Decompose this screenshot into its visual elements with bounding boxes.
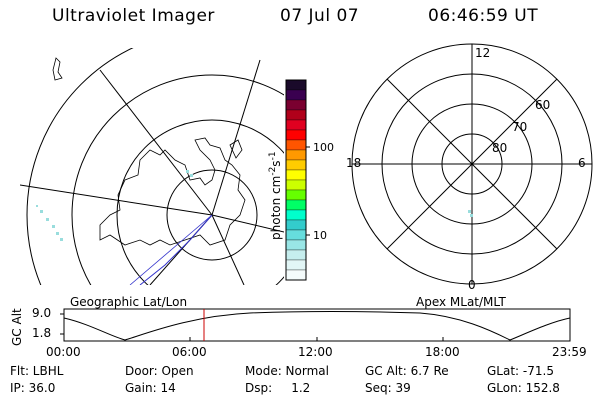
- colorbar-tick-label-10: 10: [313, 229, 327, 242]
- mlt-label-18: 18: [346, 156, 362, 170]
- meridian-line: [211, 214, 245, 285]
- lat-circle-1: [166, 169, 258, 261]
- aurora-emission-right: [468, 210, 473, 217]
- meridian-line: [99, 69, 213, 216]
- status-door: Door: Open: [125, 364, 194, 378]
- right-panel-title: Apex MLat/MLT: [416, 295, 506, 309]
- altitude-plot-frame: [63, 308, 571, 342]
- status-gain: Gain: 14: [125, 381, 176, 395]
- altitude-ytick-label: 1.8: [32, 326, 52, 340]
- colorbar-tick-label-100: 100: [313, 141, 334, 154]
- altitude-ylabel: GC Alt: [10, 308, 24, 346]
- status-dsp: Dsp: 1.2: [245, 381, 311, 395]
- lat-circle-4: [26, 48, 134, 285]
- altitude-ytick-label: 9.0: [32, 306, 52, 320]
- time-label: 06:46:59 UT: [428, 6, 539, 26]
- lat-circle-2: [116, 119, 284, 285]
- status-mode: Mode: Normal: [245, 364, 329, 378]
- mlat-label-70: 70: [512, 120, 528, 134]
- status-glon: GLon: 152.8: [487, 381, 560, 395]
- mlat-label-60: 60: [535, 98, 551, 112]
- meridian-line: [211, 214, 284, 233]
- altitude-curve: [63, 311, 571, 341]
- mlt-label-12: 12: [475, 46, 491, 60]
- polar-diagonal: [386, 78, 558, 250]
- mlat-label-80: 80: [492, 141, 508, 155]
- meridian-line: [20, 184, 213, 216]
- orbit-track: [139, 214, 213, 285]
- status-filter: Flt: LBHL: [10, 364, 64, 378]
- status-gc-alt: GC Alt: 6.7 Re: [365, 364, 449, 378]
- altitude-xtick-label: 00:00: [46, 345, 81, 359]
- island-outline: [52, 57, 63, 81]
- altitude-xtick-label: 23:59: [552, 345, 587, 359]
- status-glat: GLat: -71.5: [487, 364, 554, 378]
- meridian-line: [211, 59, 261, 216]
- status-seq: Seq: 39: [365, 381, 411, 395]
- mlt-label-6: 6: [578, 156, 586, 170]
- altitude-xtick-label: 06:00: [172, 345, 207, 359]
- orbit-track: [129, 214, 213, 285]
- colorbar-frame: [285, 79, 307, 281]
- aurora-emission-left: [36, 170, 193, 241]
- mlt-label-0: 0: [468, 278, 476, 292]
- status-ip: IP: 36.0: [10, 381, 56, 395]
- coastline: [99, 137, 246, 246]
- lat-circle-3: [71, 74, 284, 285]
- altitude-xtick-label: 18:00: [425, 345, 460, 359]
- left-panel-title: Geographic Lat/Lon: [70, 295, 188, 309]
- instrument-title: Ultraviolet Imager: [52, 6, 215, 26]
- altitude-xtick-label: 12:00: [298, 345, 333, 359]
- date-label: 07 Jul 07: [280, 6, 360, 26]
- island-outline: [229, 139, 243, 159]
